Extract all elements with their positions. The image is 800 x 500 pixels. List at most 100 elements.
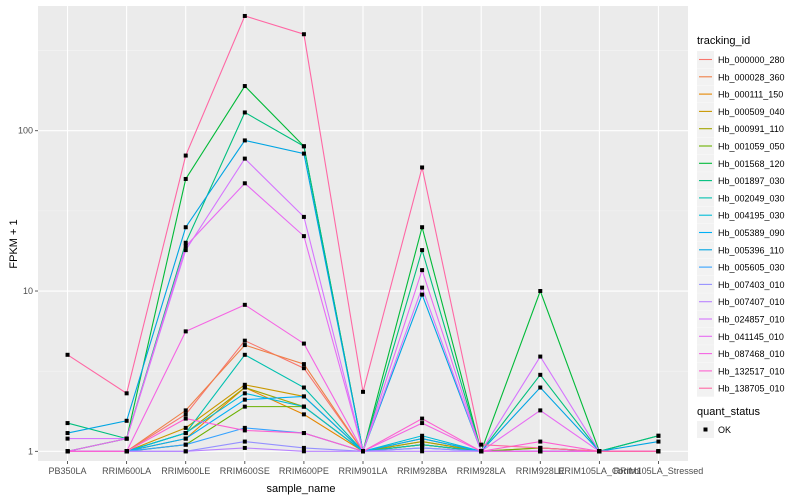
data-point — [183, 244, 188, 249]
data-point — [124, 418, 129, 423]
data-point — [301, 412, 306, 417]
data-point — [420, 421, 425, 426]
data-point — [361, 389, 365, 394]
data-point — [242, 404, 247, 409]
data-point — [361, 449, 365, 454]
data-point — [301, 449, 306, 454]
data-point — [242, 382, 247, 387]
data-point — [242, 84, 247, 89]
x-tick-label: RRIM901LA — [338, 466, 387, 476]
legend-label: Hb_004195_030 — [718, 211, 785, 221]
data-point — [538, 445, 543, 450]
data-point — [420, 292, 425, 297]
legend-label: Hb_005396_110 — [718, 245, 784, 255]
data-point — [420, 165, 425, 170]
data-point — [301, 151, 306, 156]
data-point — [420, 433, 425, 438]
legend-label: Hb_024857_010 — [718, 315, 785, 325]
legend-label: Hb_002049_030 — [718, 193, 785, 203]
data-point — [301, 144, 306, 149]
data-point — [656, 439, 661, 444]
data-point — [420, 449, 425, 454]
legend-label: Hb_000111_150 — [718, 90, 783, 100]
data-point — [301, 32, 306, 37]
x-tick-label: RRIM105LA_Stressed — [614, 466, 704, 476]
data-point — [183, 176, 188, 181]
x-tick-label: RRIM928LA — [457, 466, 506, 476]
data-point — [124, 436, 129, 441]
legend-title-quant-status: quant_status — [697, 406, 760, 418]
legend-label: Hb_001059_050 — [718, 142, 785, 152]
data-point — [301, 341, 306, 346]
y-tick-label: 10 — [23, 286, 33, 296]
legend-shape-square-icon — [703, 427, 708, 432]
x-axis-title: sample_name — [266, 483, 335, 495]
data-point — [420, 285, 425, 290]
data-point — [242, 302, 247, 307]
data-point — [538, 354, 543, 359]
data-point — [65, 352, 70, 357]
data-point — [65, 449, 70, 454]
data-point — [656, 449, 661, 454]
x-tick-label: RRIM928BA — [397, 466, 447, 476]
data-point — [242, 343, 247, 348]
y-axis-title: FPKM + 1 — [8, 219, 20, 268]
legend-label: Hb_005605_030 — [718, 263, 785, 273]
legend: tracking_id Hb_000000_280Hb_000028_360Hb… — [697, 35, 785, 438]
data-point — [242, 352, 247, 357]
y-tick-label: 1 — [28, 446, 33, 456]
legend-label: Hb_138705_010 — [718, 384, 785, 394]
data-point — [301, 234, 306, 239]
data-point — [301, 431, 306, 436]
legend-shape-items: OK — [697, 421, 731, 438]
data-point — [183, 408, 188, 413]
data-point — [656, 433, 661, 438]
data-point — [301, 404, 306, 409]
data-point — [242, 156, 247, 161]
y-tick-label: 100 — [18, 126, 33, 136]
x-tick-label: RRIM600LE — [161, 466, 210, 476]
data-point — [301, 362, 306, 367]
legend-label: Hb_000000_280 — [718, 55, 785, 65]
data-point — [242, 439, 247, 444]
data-point — [183, 240, 188, 245]
data-point — [183, 225, 188, 230]
data-point — [242, 13, 247, 18]
data-point — [420, 445, 425, 450]
data-point — [242, 445, 247, 450]
data-point — [301, 394, 306, 399]
data-point — [183, 449, 188, 454]
legend-label: Hb_001568_120 — [718, 159, 785, 169]
data-point — [65, 436, 70, 441]
data-point — [183, 412, 188, 417]
data-point — [538, 289, 543, 294]
data-point — [242, 428, 247, 433]
data-point — [597, 449, 602, 454]
data-point — [183, 436, 188, 441]
x-tick-label: RRIM600PE — [279, 466, 329, 476]
legend-shape-label: OK — [718, 425, 731, 435]
data-point — [538, 439, 543, 444]
legend-label: Hb_000509_040 — [718, 107, 785, 117]
data-point — [420, 248, 425, 253]
data-point — [242, 391, 247, 396]
x-tick-label: RRIM105LA_Control — [558, 466, 641, 476]
data-point — [183, 248, 188, 253]
data-point — [301, 366, 306, 371]
legend-label: Hb_005389_090 — [718, 228, 785, 238]
x-tick-label: PB350LA — [49, 466, 87, 476]
data-point — [538, 449, 543, 454]
data-point — [65, 421, 70, 426]
data-point — [420, 225, 425, 230]
data-point — [65, 431, 70, 436]
data-point — [242, 425, 247, 430]
data-point — [183, 431, 188, 436]
legend-label: Hb_000991_110 — [718, 124, 784, 134]
data-point — [538, 372, 543, 377]
plot-panel — [38, 6, 688, 461]
data-point — [183, 442, 188, 447]
data-point — [538, 385, 543, 390]
legend-label: Hb_087468_010 — [718, 349, 785, 359]
data-point — [420, 439, 425, 444]
